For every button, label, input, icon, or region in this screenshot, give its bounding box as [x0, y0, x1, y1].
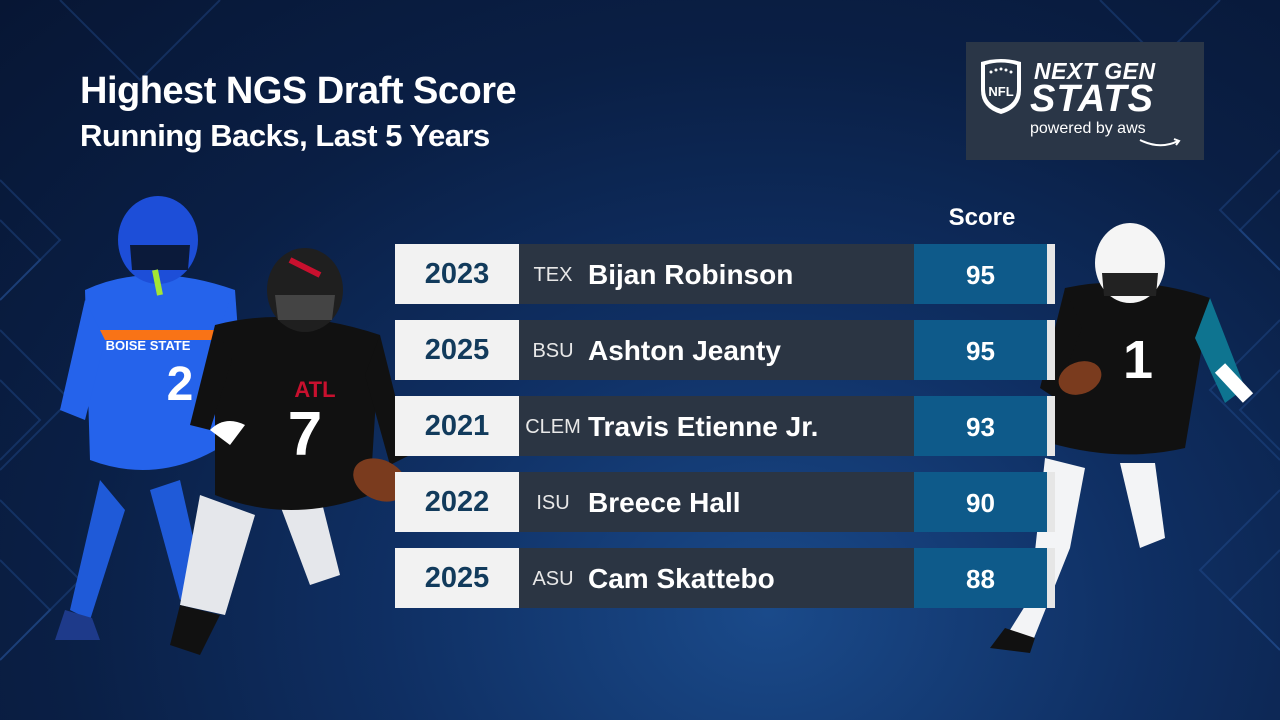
table-row: 2021 CLEM Travis Etienne Jr. 93: [395, 396, 1055, 456]
table-row: 2025 BSU Ashton Jeanty 95: [395, 320, 1055, 380]
logo-line2: STATS: [1030, 78, 1154, 120]
row-player-name: Travis Etienne Jr.: [588, 411, 819, 442]
row-year: 2022: [395, 472, 519, 532]
next-gen-stats-logo: NFL NEXT GEN STATS powered by aws: [966, 42, 1204, 160]
row-school: ASU: [532, 568, 574, 590]
row-score: 88: [914, 548, 1047, 608]
table-row: 2025 ASU Cam Skattebo 88: [395, 548, 1055, 608]
row-edge: [1047, 320, 1055, 380]
row-edge: [1047, 548, 1055, 608]
draft-score-table: 2023 TEX Bijan Robinson 95 2025 BSU Asht…: [395, 244, 1055, 624]
row-score: 95: [914, 244, 1047, 304]
left-front-team-text: ATL: [294, 377, 335, 402]
left-back-jersey-number: 2: [167, 358, 194, 411]
player-left-back-image: 2 BOISE STATE: [55, 196, 255, 640]
row-year: 2025: [395, 548, 519, 608]
row-score: 93: [914, 396, 1047, 456]
right-jersey-number: 1: [1123, 330, 1153, 390]
nfl-shield-icon: NFL: [981, 59, 1021, 114]
row-player-name: Ashton Jeanty: [588, 335, 781, 366]
row-score: 95: [914, 320, 1047, 380]
row-player-name: Breece Hall: [588, 487, 741, 518]
page-title: Highest NGS Draft Score: [80, 70, 517, 112]
score-column-header: Score: [948, 204, 1016, 231]
row-score: 90: [914, 472, 1047, 532]
row-edge: [1047, 472, 1055, 532]
row-year: 2025: [395, 320, 519, 380]
row-edge: [1047, 244, 1055, 304]
aws-smile-icon: [1139, 138, 1181, 147]
left-front-jersey-number: 7: [288, 400, 322, 469]
left-back-team-text: BOISE STATE: [106, 338, 191, 353]
row-player-name: Cam Skattebo: [588, 563, 775, 594]
player-left-front-image: ATL 7: [170, 248, 410, 655]
row-player-name: Bijan Robinson: [588, 259, 794, 290]
table-row: 2023 TEX Bijan Robinson 95: [395, 244, 1055, 304]
row-school: TEX: [533, 264, 573, 286]
row-edge: [1047, 396, 1055, 456]
row-school: ISU: [536, 492, 570, 514]
logo-powered-by: powered by aws: [1030, 120, 1146, 137]
player-right-image: 1: [990, 223, 1254, 653]
row-school: CLEM: [525, 416, 581, 438]
row-year: 2023: [395, 244, 519, 304]
nfl-shield-text: NFL: [988, 84, 1013, 99]
table-row: 2022 ISU Breece Hall 90: [395, 472, 1055, 532]
page-subtitle: Running Backs, Last 5 Years: [80, 118, 490, 153]
row-year: 2021: [395, 396, 519, 456]
logo-line1: NEXT GEN: [1034, 58, 1156, 84]
row-school: BSU: [532, 340, 574, 362]
